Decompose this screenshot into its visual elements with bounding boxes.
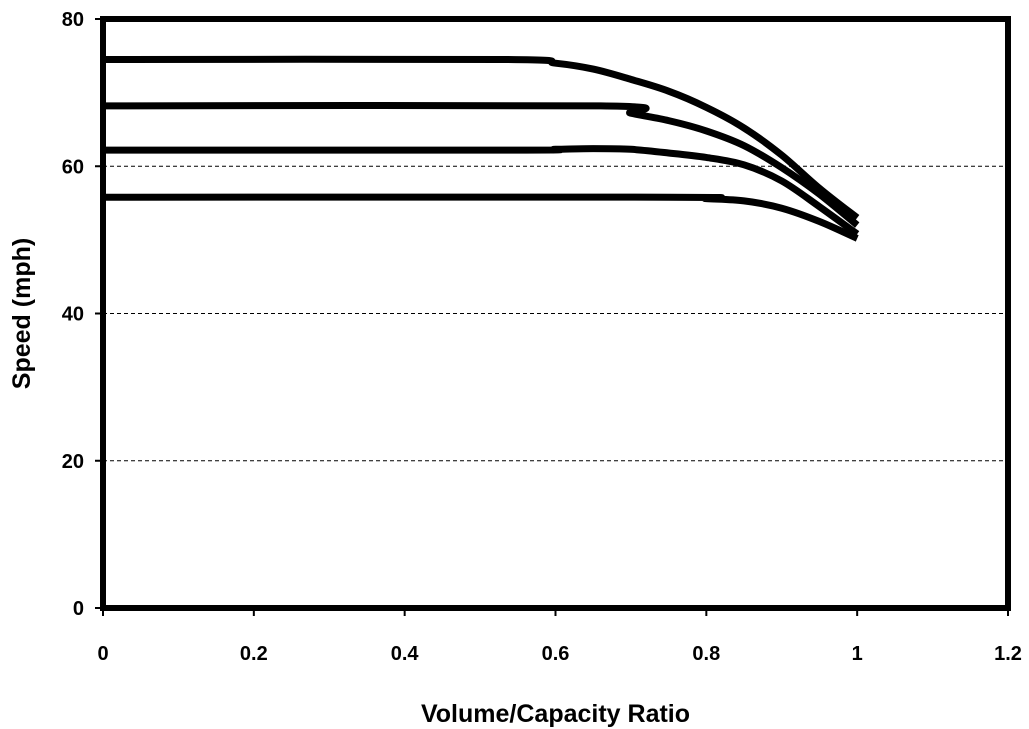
axis-ticks: 0 0.2 0.4 0.6 0.8 1 1.2 0 20 40 60 80 [62,9,1022,665]
grid-lines [103,165,1008,462]
y-tick-label: 0 [73,598,84,620]
x-tick-label: 1.2 [994,643,1022,665]
x-tick-label: 0.6 [542,643,570,665]
x-tick-label: 0.2 [240,643,268,665]
series-line-3 [102,145,860,237]
x-tick-label: 0.8 [692,643,720,665]
y-tick-label: 80 [62,9,84,31]
series-line-1 [102,55,860,221]
x-tick-label: 0 [97,643,108,665]
x-tick-label: 0.4 [391,643,420,665]
x-tick-label: 1 [852,643,863,665]
series-line-2 [102,101,860,228]
y-axis-title: Speed (mph) [8,238,36,389]
series-line-4 [102,193,859,242]
y-tick-label: 40 [62,304,84,326]
y-tick-label: 20 [62,451,84,473]
series-lines [102,55,860,242]
x-axis-title: Volume/Capacity Ratio [421,700,690,728]
y-tick-label: 60 [62,156,84,178]
